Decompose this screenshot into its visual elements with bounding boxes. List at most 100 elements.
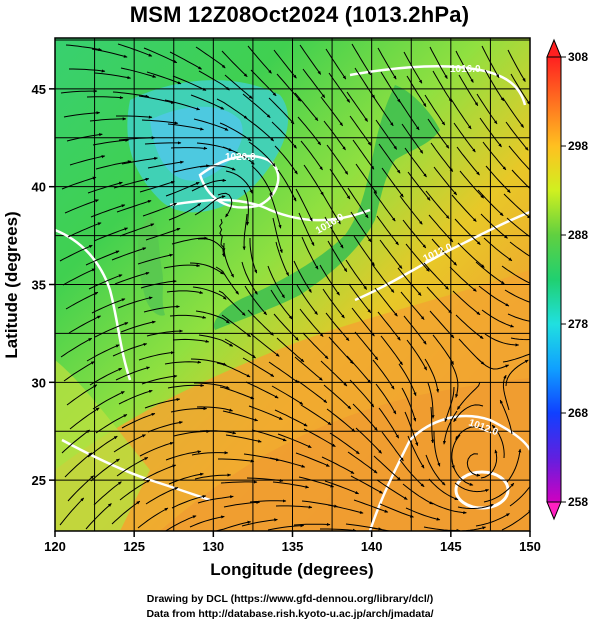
streamline — [166, 290, 204, 294]
streamline — [219, 122, 252, 142]
streamline — [93, 481, 122, 506]
streamline — [407, 435, 425, 469]
streamline — [406, 75, 427, 107]
streamline — [374, 287, 398, 317]
streamline — [164, 360, 202, 365]
streamline — [354, 331, 379, 361]
colorbar-tick-label: 298 — [568, 139, 588, 153]
streamline — [372, 359, 395, 390]
streamline — [503, 193, 530, 219]
streamline — [145, 227, 181, 241]
streamline — [269, 457, 306, 468]
streamline — [453, 122, 476, 153]
streamline — [67, 475, 95, 502]
streamline — [405, 243, 430, 272]
streamline — [267, 524, 305, 531]
streamline — [91, 48, 128, 58]
streamline — [506, 448, 522, 483]
streamline — [353, 499, 389, 513]
streamline — [507, 313, 530, 322]
streamline — [63, 361, 95, 382]
streamline — [299, 44, 322, 75]
streamline — [405, 507, 441, 521]
streamline — [452, 290, 481, 316]
streamline — [139, 441, 174, 457]
streamline — [300, 404, 332, 426]
streamline — [242, 213, 248, 251]
streamline — [381, 431, 404, 462]
streamline — [502, 374, 510, 411]
streamline — [87, 435, 118, 458]
streamline — [94, 72, 131, 80]
streamline — [508, 145, 530, 174]
streamline — [143, 304, 180, 313]
streamline — [321, 192, 341, 225]
streamline — [350, 211, 372, 243]
streamline — [271, 121, 297, 149]
streamline — [225, 434, 262, 443]
streamline — [402, 219, 427, 249]
streamline — [268, 361, 299, 384]
streamline — [242, 357, 275, 378]
isobar-1012-east — [354, 210, 530, 302]
streamline — [296, 284, 318, 315]
streamline — [325, 48, 347, 80]
streamline — [116, 456, 149, 477]
streamline — [349, 379, 375, 408]
streamline — [64, 199, 99, 214]
streamline — [111, 247, 147, 261]
streamline — [380, 71, 401, 103]
streamline — [294, 92, 319, 122]
streamline — [276, 337, 305, 363]
colorbar-tick-label: 278 — [568, 317, 588, 331]
streamline — [121, 413, 156, 429]
streamline — [165, 181, 200, 197]
streamline — [320, 360, 348, 387]
streamline — [167, 383, 205, 389]
streamline — [170, 406, 208, 413]
streamline — [501, 265, 530, 285]
streamline — [327, 240, 348, 273]
streamline — [401, 123, 424, 154]
streamline — [173, 429, 210, 437]
streamline — [137, 507, 169, 529]
streamline — [171, 236, 208, 245]
streamline — [295, 188, 313, 222]
streamline — [89, 367, 123, 386]
streamline — [404, 411, 419, 447]
streamline — [327, 504, 364, 514]
streamline — [190, 358, 227, 366]
streamline — [69, 155, 106, 166]
streamline — [480, 449, 498, 479]
streamline — [168, 202, 202, 221]
streamline — [219, 218, 226, 252]
streamline — [138, 351, 175, 361]
streamline — [293, 260, 312, 293]
streamline — [144, 397, 181, 409]
streamline — [353, 235, 375, 266]
streamline — [113, 434, 146, 453]
streamline — [478, 285, 510, 307]
streamline — [273, 49, 297, 79]
streamline — [432, 334, 454, 365]
streamline — [60, 337, 93, 358]
streamline — [268, 97, 295, 125]
streamline — [454, 482, 489, 493]
streamline — [381, 167, 404, 198]
streamline — [119, 223, 155, 237]
streamline — [323, 384, 352, 410]
streamline — [224, 74, 253, 99]
streamline — [119, 479, 151, 501]
streamline — [480, 213, 508, 239]
streamline — [505, 121, 529, 151]
streamline — [476, 93, 498, 125]
streamline — [425, 454, 446, 486]
streamline — [433, 431, 441, 467]
streamline — [428, 214, 454, 243]
streamline — [245, 381, 279, 399]
colorbar-tick-label: 268 — [568, 406, 588, 420]
streamline — [458, 74, 479, 107]
streamline — [219, 386, 255, 400]
streamline — [483, 237, 513, 262]
streamline — [92, 391, 125, 410]
